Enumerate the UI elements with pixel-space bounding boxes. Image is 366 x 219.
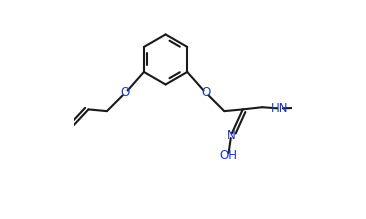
Text: O: O <box>121 86 130 99</box>
Text: N: N <box>227 129 235 142</box>
Text: OH: OH <box>220 148 238 162</box>
Text: O: O <box>201 86 210 99</box>
Text: HN: HN <box>271 102 288 115</box>
